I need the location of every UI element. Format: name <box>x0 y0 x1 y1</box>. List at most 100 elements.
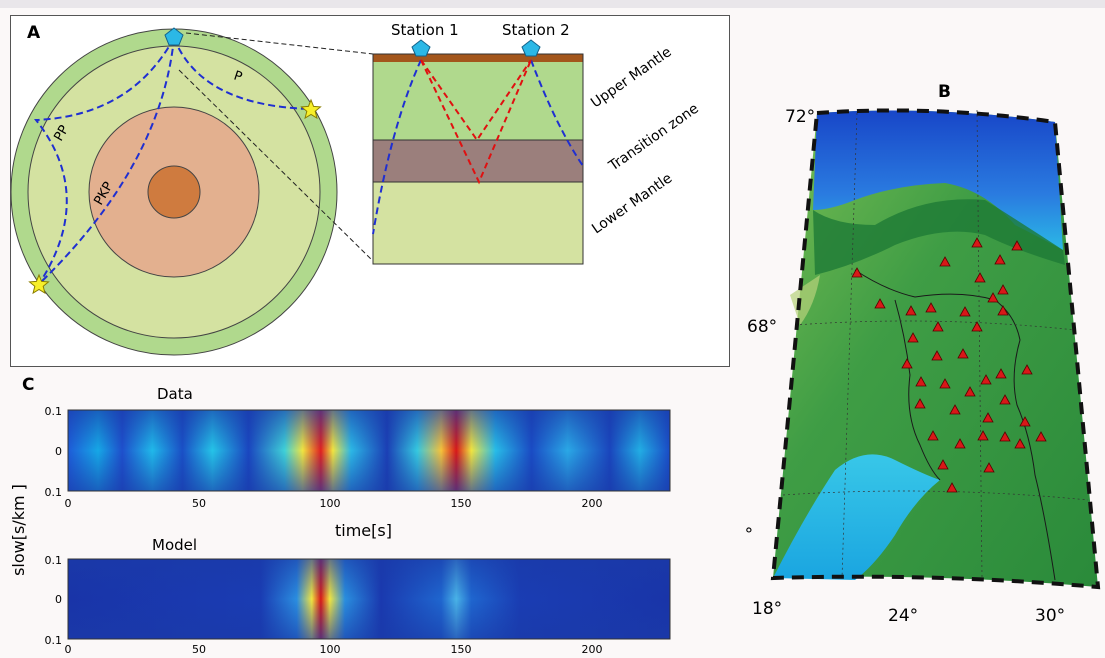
station-marker <box>997 284 1009 295</box>
lat-label-64: 64° <box>745 525 753 545</box>
crust-layer <box>373 54 583 62</box>
station-marker <box>1011 240 1023 251</box>
lon-label-30: 30° <box>1035 606 1065 626</box>
ray-pkp <box>38 37 175 285</box>
map-highland <box>790 275 820 325</box>
station-marker <box>937 459 949 470</box>
station-2-label: Station 2 <box>502 21 570 39</box>
lon-label-24: 24° <box>888 606 918 626</box>
station-marker <box>925 302 937 313</box>
reflected-ray-transition-bottom <box>420 59 532 185</box>
station-marker <box>914 398 926 409</box>
x-tick: 150 <box>451 643 472 654</box>
panel-c-svg: C Data Model 0.1 0 0.1 0.1 0 0.1 0 50 10… <box>9 375 671 654</box>
y-tick: 0.1 <box>45 486 63 499</box>
earth-station-icon <box>164 27 184 46</box>
earth-inner-core <box>147 165 201 219</box>
station-marker <box>980 374 992 385</box>
map-gridline <box>794 320 1076 331</box>
panel-b-station-map: B <box>723 75 1105 654</box>
station-marker <box>999 394 1011 405</box>
panel-c-slowness-plots: C Data Model 0.1 0 0.1 0.1 0 0.1 0 50 10… <box>0 370 740 654</box>
station-marker <box>907 332 919 343</box>
panel-b-label: B <box>938 82 951 102</box>
station-marker <box>946 482 958 493</box>
reflected-ray-transition-top <box>420 59 532 142</box>
x-tick: 0 <box>65 643 72 654</box>
panel-c-label: C <box>22 375 34 395</box>
data-heatmap-shade <box>68 410 670 491</box>
station-marker <box>995 368 1007 379</box>
station-marker <box>987 292 999 303</box>
x-tick: 100 <box>320 497 341 510</box>
phase-label-pp: PP <box>51 123 72 144</box>
data-heatmap-frame <box>67 409 671 492</box>
x-tick: 100 <box>320 643 341 654</box>
lat-label-72: 72° <box>785 107 815 127</box>
station-marker <box>982 412 994 423</box>
station-marker <box>954 438 966 449</box>
layer-label-transition-zone: Transition zone <box>605 101 701 175</box>
station-markers <box>851 237 1047 493</box>
lon-label-18: 18° <box>752 599 782 619</box>
transition-zone-layer <box>373 140 583 182</box>
model-plot-title: Model <box>152 536 197 554</box>
panel-b-svg: B <box>723 82 1101 626</box>
y-tick: 0 <box>55 593 62 606</box>
model-heatmap-shade <box>68 559 670 639</box>
station-marker <box>994 254 1006 265</box>
x-tick: 0 <box>65 497 72 510</box>
window-top-bar <box>0 0 1105 8</box>
station-marker <box>949 404 961 415</box>
y-tick: 0.1 <box>45 405 63 418</box>
earthquake-star-icon <box>28 273 50 295</box>
station-marker <box>901 358 913 369</box>
station-marker <box>851 267 863 278</box>
station-marker <box>932 321 944 332</box>
station-marker <box>964 386 976 397</box>
station-marker <box>959 306 971 317</box>
map-coast-mountains <box>813 199 1065 275</box>
x-tick: 200 <box>582 643 603 654</box>
station-1-icon <box>411 39 431 57</box>
map-barents-sea <box>813 110 1063 250</box>
x-axis-label: time[s] <box>335 521 392 540</box>
station-marker <box>971 321 983 332</box>
panel-a-label: A <box>27 23 41 43</box>
x-tick: 50 <box>192 497 206 510</box>
y-tick: 0 <box>55 445 62 458</box>
station-marker <box>931 350 943 361</box>
station-marker <box>939 256 951 267</box>
station-marker <box>977 430 989 441</box>
y-tick: 0.1 <box>45 554 63 567</box>
layer-box-border <box>372 53 584 265</box>
station-marker <box>974 272 986 283</box>
station-marker <box>874 298 886 309</box>
y-axis-label: slow[s/km ] <box>9 484 28 576</box>
lat-label-68: 68° <box>747 317 777 337</box>
station-marker <box>999 431 1011 442</box>
station-2-icon <box>521 39 541 57</box>
ray-p <box>173 37 312 110</box>
map-frame-border <box>770 108 1101 590</box>
station-1-label: Station 1 <box>391 21 459 39</box>
model-heatmap-frame <box>67 558 671 640</box>
station-marker <box>939 378 951 389</box>
station-marker <box>983 462 995 473</box>
x-tick: 200 <box>582 497 603 510</box>
earthquake-star-icon <box>300 98 322 120</box>
box-ray-2 <box>530 59 584 167</box>
station-marker <box>905 305 917 316</box>
layer-label-upper-mantle: Upper Mantle <box>588 44 674 111</box>
x-tick: 50 <box>192 643 206 654</box>
box-ray-1 <box>372 59 422 235</box>
panel-a-svg: A P PP PKP Station 1 <box>10 21 702 356</box>
map-border-east <box>854 269 1056 581</box>
ray-pp <box>34 37 175 285</box>
map-border-west <box>894 299 941 481</box>
panel-a-earth-diagram: A P PP PKP Station 1 <box>10 15 730 367</box>
station-marker <box>1014 438 1026 449</box>
station-marker <box>1019 416 1031 427</box>
x-tick: 150 <box>451 497 472 510</box>
map-gridline <box>782 490 1089 501</box>
